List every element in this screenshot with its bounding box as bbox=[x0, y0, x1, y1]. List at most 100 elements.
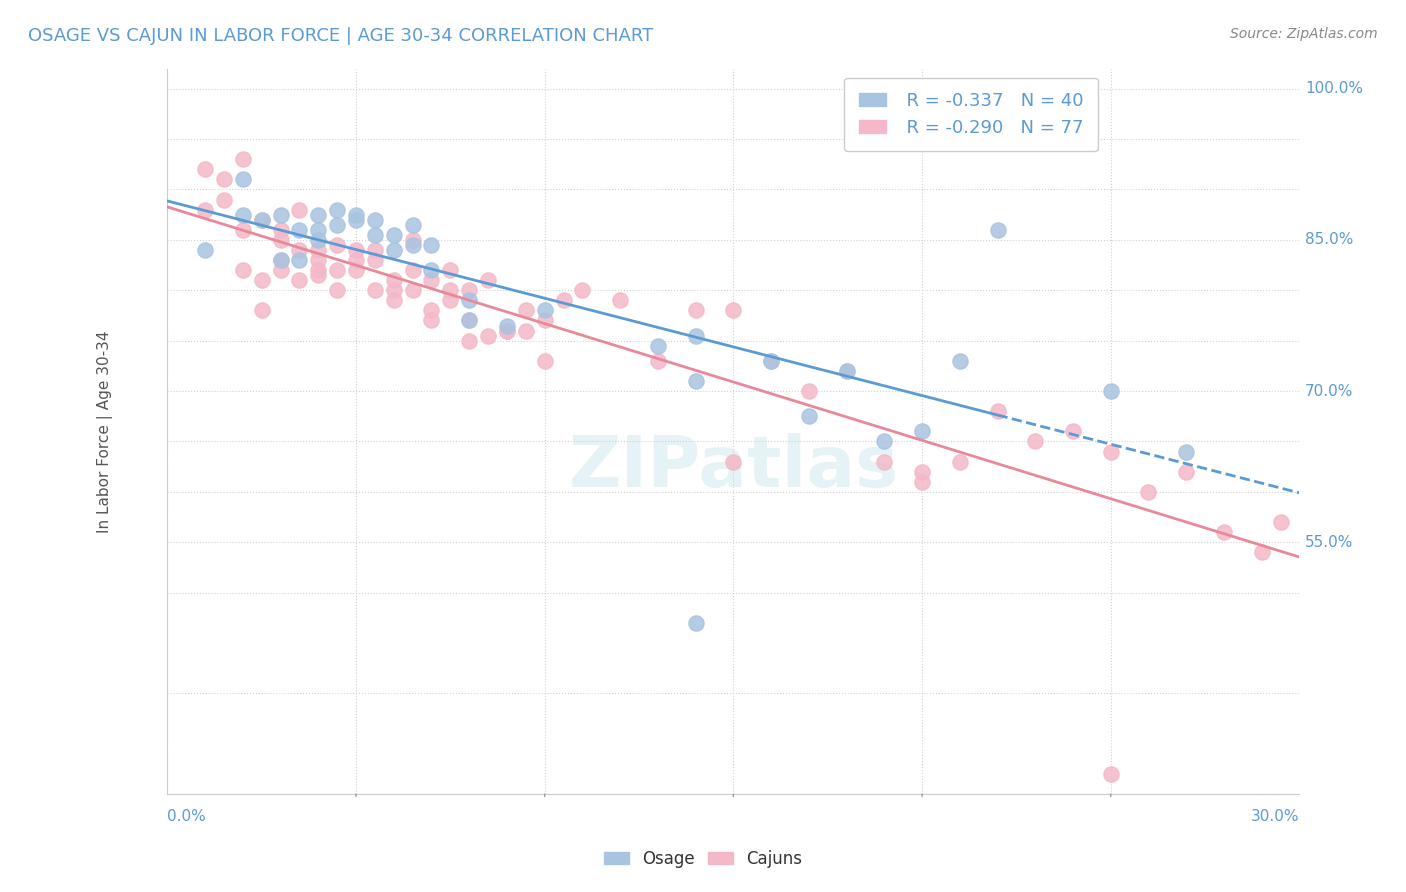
Point bbox=[1099, 384, 1122, 398]
Point bbox=[1175, 465, 1198, 479]
Point bbox=[458, 334, 481, 348]
Point bbox=[1099, 767, 1122, 781]
Point bbox=[307, 223, 329, 237]
Point bbox=[270, 233, 292, 247]
Point bbox=[986, 404, 1008, 418]
Point bbox=[533, 303, 555, 318]
Point bbox=[194, 202, 217, 217]
Point bbox=[307, 263, 329, 277]
Point bbox=[458, 283, 481, 297]
Point bbox=[401, 233, 423, 247]
Text: 30.0%: 30.0% bbox=[1251, 809, 1299, 824]
Point bbox=[439, 293, 461, 308]
Point bbox=[685, 374, 707, 388]
Point bbox=[1137, 484, 1160, 499]
Point bbox=[1099, 444, 1122, 458]
Point bbox=[232, 172, 254, 186]
Point bbox=[420, 238, 443, 252]
Point bbox=[401, 238, 423, 252]
Point bbox=[326, 218, 349, 232]
Point bbox=[496, 324, 519, 338]
Point bbox=[1270, 515, 1292, 529]
Point bbox=[288, 243, 311, 257]
Point bbox=[647, 353, 669, 368]
Point bbox=[477, 328, 499, 343]
Point bbox=[382, 227, 405, 242]
Point bbox=[344, 252, 367, 267]
Point bbox=[911, 465, 934, 479]
Point bbox=[307, 233, 329, 247]
Text: 100.0%: 100.0% bbox=[1305, 81, 1362, 96]
Point bbox=[250, 273, 273, 287]
Point bbox=[723, 454, 745, 468]
Point bbox=[420, 303, 443, 318]
Legend:   R = -0.337   N = 40,   R = -0.290   N = 77: R = -0.337 N = 40, R = -0.290 N = 77 bbox=[845, 78, 1098, 152]
Point bbox=[270, 208, 292, 222]
Point bbox=[477, 273, 499, 287]
Point bbox=[270, 223, 292, 237]
Point bbox=[835, 364, 858, 378]
Point bbox=[1024, 434, 1046, 449]
Text: 0.0%: 0.0% bbox=[167, 809, 207, 824]
Point bbox=[250, 212, 273, 227]
Point bbox=[515, 303, 537, 318]
Point bbox=[496, 324, 519, 338]
Point bbox=[986, 223, 1008, 237]
Point bbox=[212, 193, 235, 207]
Point bbox=[533, 313, 555, 327]
Point bbox=[1213, 525, 1236, 540]
Point bbox=[949, 353, 972, 368]
Point bbox=[835, 364, 858, 378]
Point bbox=[420, 263, 443, 277]
Point bbox=[401, 218, 423, 232]
Point bbox=[364, 227, 387, 242]
Point bbox=[439, 263, 461, 277]
Point bbox=[288, 202, 311, 217]
Point bbox=[685, 303, 707, 318]
Text: OSAGE VS CAJUN IN LABOR FORCE | AGE 30-34 CORRELATION CHART: OSAGE VS CAJUN IN LABOR FORCE | AGE 30-3… bbox=[28, 27, 654, 45]
Text: 55.0%: 55.0% bbox=[1305, 534, 1354, 549]
Point bbox=[1250, 545, 1272, 559]
Point bbox=[420, 313, 443, 327]
Point bbox=[232, 208, 254, 222]
Point bbox=[288, 273, 311, 287]
Point bbox=[911, 425, 934, 439]
Point bbox=[1175, 444, 1198, 458]
Point bbox=[496, 318, 519, 333]
Point bbox=[307, 252, 329, 267]
Point bbox=[344, 263, 367, 277]
Point bbox=[307, 243, 329, 257]
Point bbox=[873, 454, 896, 468]
Point bbox=[685, 328, 707, 343]
Point bbox=[609, 293, 631, 308]
Point bbox=[458, 313, 481, 327]
Point bbox=[685, 615, 707, 630]
Point bbox=[232, 263, 254, 277]
Point bbox=[194, 162, 217, 177]
Point bbox=[458, 293, 481, 308]
Point bbox=[1062, 425, 1084, 439]
Point bbox=[949, 454, 972, 468]
Point bbox=[232, 223, 254, 237]
Point bbox=[647, 339, 669, 353]
Point bbox=[382, 243, 405, 257]
Point bbox=[364, 252, 387, 267]
Point bbox=[270, 252, 292, 267]
Point bbox=[797, 384, 820, 398]
Point bbox=[288, 223, 311, 237]
Point bbox=[873, 434, 896, 449]
Text: 70.0%: 70.0% bbox=[1305, 384, 1354, 399]
Point bbox=[401, 283, 423, 297]
Point bbox=[515, 324, 537, 338]
Point bbox=[270, 252, 292, 267]
Point bbox=[723, 303, 745, 318]
Point bbox=[382, 293, 405, 308]
Point bbox=[553, 293, 575, 308]
Point bbox=[326, 283, 349, 297]
Point bbox=[571, 283, 593, 297]
Point bbox=[458, 313, 481, 327]
Point bbox=[382, 283, 405, 297]
Point bbox=[307, 208, 329, 222]
Point bbox=[344, 208, 367, 222]
Point bbox=[364, 243, 387, 257]
